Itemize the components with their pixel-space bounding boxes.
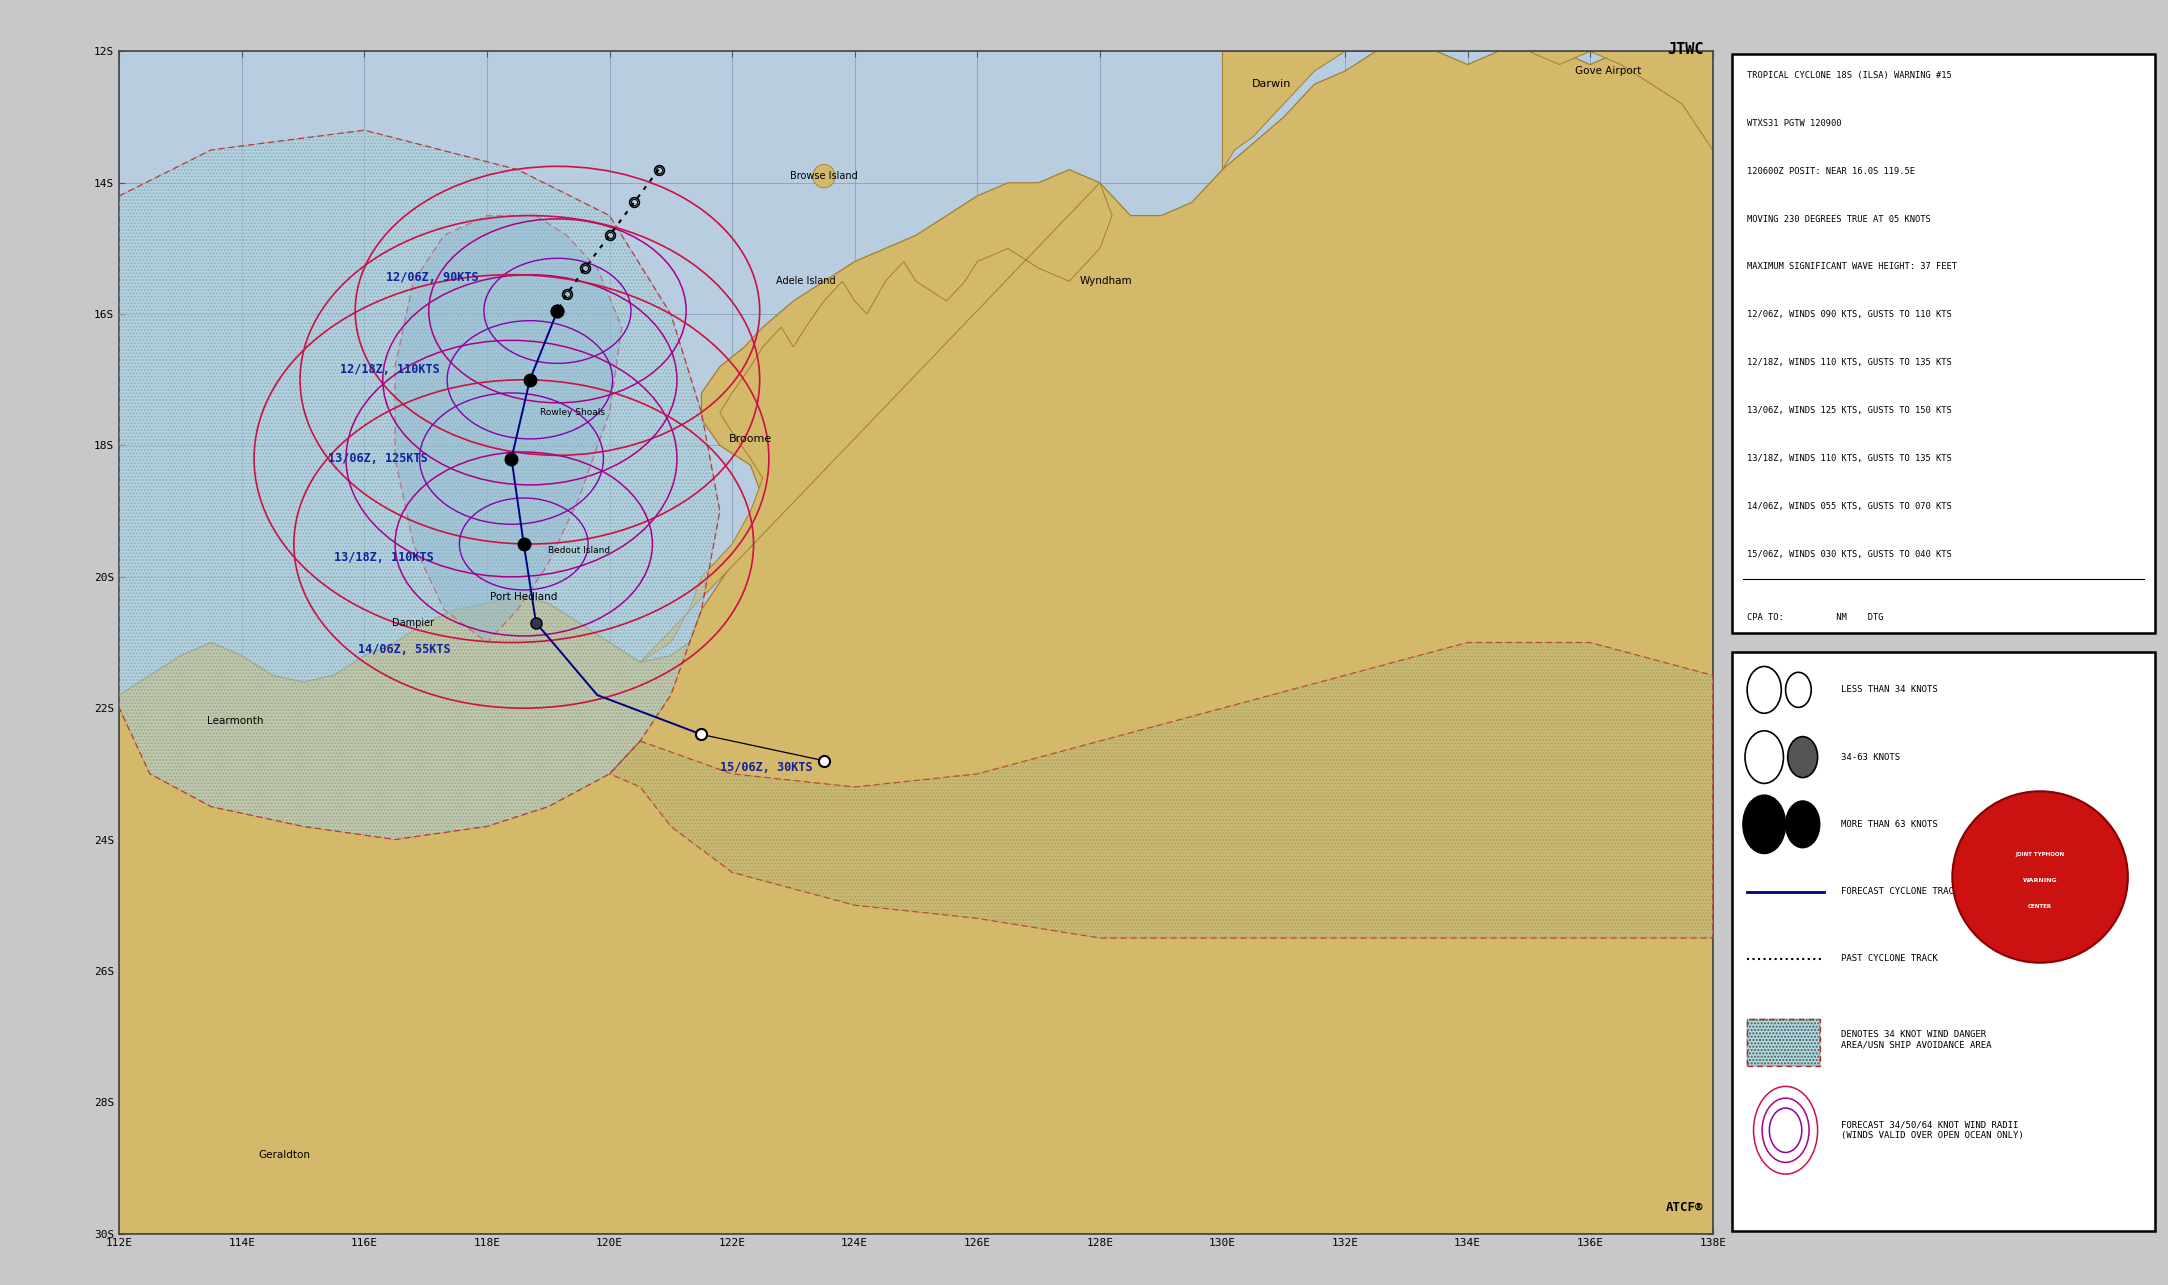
Text: 13/06Z, WINDS 125 KTS, GUSTS TO 150 KTS: 13/06Z, WINDS 125 KTS, GUSTS TO 150 KTS xyxy=(1747,406,1951,415)
FancyBboxPatch shape xyxy=(1732,54,2155,634)
Text: CENTER: CENTER xyxy=(2027,905,2053,910)
Text: Bedout Island: Bedout Island xyxy=(549,546,609,555)
Polygon shape xyxy=(609,642,1713,938)
Text: 12/06Z, 90KTS: 12/06Z, 90KTS xyxy=(386,271,479,284)
Text: Dampier: Dampier xyxy=(392,618,434,628)
Text: FORECAST CYCLONE TRACK: FORECAST CYCLONE TRACK xyxy=(1841,887,1960,896)
Text: 34-63 KNOTS: 34-63 KNOTS xyxy=(1841,753,1899,762)
Text: 120600Z POSIT: NEAR 16.0S 119.5E: 120600Z POSIT: NEAR 16.0S 119.5E xyxy=(1747,167,1914,176)
Text: 14/06Z, WINDS 055 KTS, GUSTS TO 070 KTS: 14/06Z, WINDS 055 KTS, GUSTS TO 070 KTS xyxy=(1747,502,1951,511)
Text: 15/06Z, WINDS 030 KTS, GUSTS TO 040 KTS: 15/06Z, WINDS 030 KTS, GUSTS TO 040 KTS xyxy=(1747,550,1951,559)
Text: WARNING: WARNING xyxy=(2023,878,2057,883)
Text: 13/18Z, 110KTS: 13/18Z, 110KTS xyxy=(334,550,434,564)
Text: CPA TO:          NM    DTG: CPA TO: NM DTG xyxy=(1747,613,1884,622)
Text: BEARING AND DISTANCE    DIR  DIST  TAU: BEARING AND DISTANCE DIR DIST TAU xyxy=(1747,819,1947,828)
Polygon shape xyxy=(119,39,1713,1234)
Text: FORECAST 34/50/64 KNOT WIND RADII
(WINDS VALID OVER OPEN OCEAN ONLY): FORECAST 34/50/64 KNOT WIND RADII (WINDS… xyxy=(1841,1121,2025,1140)
Text: Rowley Shoals: Rowley Shoals xyxy=(540,409,605,418)
Text: Gove Airport: Gove Airport xyxy=(1576,66,1641,76)
FancyBboxPatch shape xyxy=(1747,1019,1819,1065)
FancyBboxPatch shape xyxy=(1732,651,2155,1231)
Text: Port Hedland: Port Hedland xyxy=(490,591,557,601)
Text: 15/06Z, 30KTS: 15/06Z, 30KTS xyxy=(720,761,813,774)
Text: ATCF®: ATCF® xyxy=(1665,1201,1704,1214)
Text: Darwin: Darwin xyxy=(1251,80,1292,89)
Text: MOVING 230 DEGREES TRUE AT 05 KNOTS: MOVING 230 DEGREES TRUE AT 05 KNOTS xyxy=(1747,215,1932,224)
Circle shape xyxy=(1953,792,2127,962)
Polygon shape xyxy=(640,182,1112,662)
Circle shape xyxy=(1786,801,1819,848)
Text: Adele Island: Adele Island xyxy=(776,276,835,287)
Text: LEARMONTH       367   04/13/11Z: LEARMONTH 367 04/13/11Z xyxy=(1747,660,1910,669)
Polygon shape xyxy=(1223,18,1713,170)
Text: 14/06Z, 55KTS: 14/06Z, 55KTS xyxy=(358,642,451,655)
Text: 12/18Z, 110KTS: 12/18Z, 110KTS xyxy=(340,364,440,377)
Circle shape xyxy=(813,164,835,188)
Polygon shape xyxy=(119,130,720,839)
Circle shape xyxy=(1789,736,1817,777)
Text: BROOME          142   04/13/21Z: BROOME 142 04/13/21Z xyxy=(1747,757,1910,766)
Text: JOINT TYPHOON: JOINT TYPHOON xyxy=(2016,852,2064,857)
Text: Wyndham: Wyndham xyxy=(1080,276,1132,287)
Text: Browse Island: Browse Island xyxy=(789,171,859,181)
Text: 13/18Z, WINDS 110 KTS, GUSTS TO 135 KTS: 13/18Z, WINDS 110 KTS, GUSTS TO 135 KTS xyxy=(1747,454,1951,463)
Text: PORT_HEDLAND            011   263    0: PORT_HEDLAND 011 263 0 xyxy=(1747,962,1947,971)
Text: 13/06Z, 125KTS: 13/06Z, 125KTS xyxy=(327,452,427,465)
Text: PAST CYCLONE TRACK: PAST CYCLONE TRACK xyxy=(1841,955,1938,964)
Text: (NM) (HRS): (NM) (HRS) xyxy=(1747,867,1958,876)
Text: 12/06Z, WINDS 090 KTS, GUSTS TO 110 KTS: 12/06Z, WINDS 090 KTS, GUSTS TO 110 KTS xyxy=(1747,311,1951,320)
Text: WTXS31 PGTW 120900: WTXS31 PGTW 120900 xyxy=(1747,118,1841,127)
Text: BROOME                  306   192    0: BROOME 306 192 0 xyxy=(1747,915,1947,924)
Text: Learmonth: Learmonth xyxy=(208,716,264,726)
Text: MAXIMUM SIGNIFICANT WAVE HEIGHT: 37 FEET: MAXIMUM SIGNIFICANT WAVE HEIGHT: 37 FEET xyxy=(1747,262,1958,271)
Text: TROPICAL CYCLONE 18S (ILSA) WARNING #15: TROPICAL CYCLONE 18S (ILSA) WARNING #15 xyxy=(1747,71,1951,80)
Text: 12/18Z, WINDS 110 KTS, GUSTS TO 135 KTS: 12/18Z, WINDS 110 KTS, GUSTS TO 135 KTS xyxy=(1747,359,1951,368)
Text: Broome: Broome xyxy=(728,434,772,443)
Text: JTWC: JTWC xyxy=(1667,41,1704,57)
Polygon shape xyxy=(609,642,1713,938)
Text: PORT_HEDLAND    100   04/13/15Z: PORT_HEDLAND 100 04/13/15Z xyxy=(1747,708,1910,717)
Text: LESS THAN 34 KNOTS: LESS THAN 34 KNOTS xyxy=(1841,685,1938,694)
Text: DENOTES 34 KNOT WIND DANGER
AREA/USN SHIP AVOIDANCE AREA: DENOTES 34 KNOT WIND DANGER AREA/USN SHI… xyxy=(1841,1029,1992,1049)
Text: Geraldton: Geraldton xyxy=(258,1150,310,1160)
Polygon shape xyxy=(395,216,622,642)
Text: MORE THAN 63 KNOTS: MORE THAN 63 KNOTS xyxy=(1841,820,1938,829)
Circle shape xyxy=(1743,795,1786,853)
